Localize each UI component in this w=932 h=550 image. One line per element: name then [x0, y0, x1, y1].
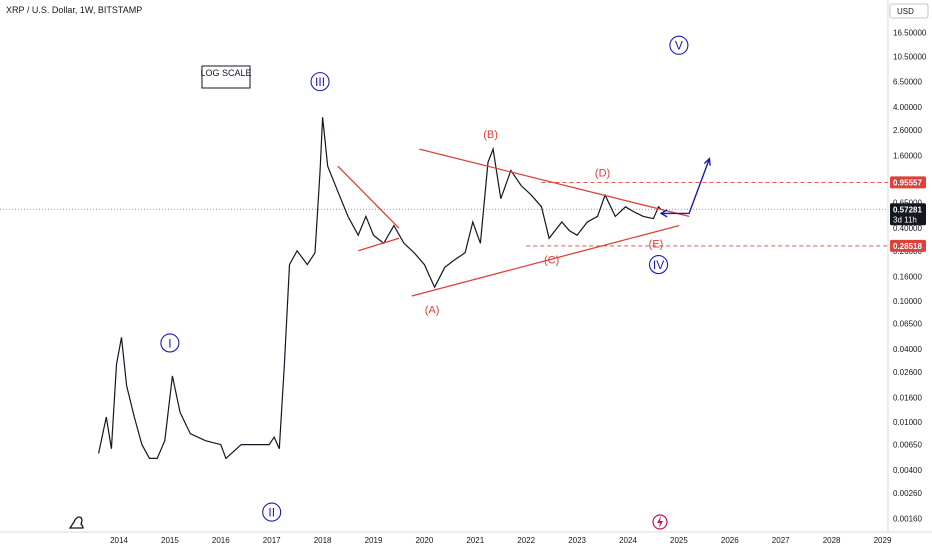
- price-axis-ticks: 0.00160 0.00260 0.00400 0.00650 0.01000 0.016…: [893, 29, 927, 524]
- x-tick-label: 2018: [314, 536, 332, 545]
- x-tick-label: 2019: [365, 536, 383, 545]
- y-tick-label: 1.60000: [893, 151, 922, 160]
- x-tick-label: 2016: [212, 536, 230, 545]
- horizontal-levels: [0, 181, 888, 247]
- y-tick-label: 0.02600: [893, 368, 922, 377]
- x-tick-label: 2014: [110, 536, 128, 545]
- projection-arrow: [659, 157, 711, 218]
- x-tick-label: 2024: [619, 536, 637, 545]
- wave-circle: [669, 35, 689, 55]
- level-price-tag: [890, 176, 926, 189]
- projection-arrowhead: [703, 157, 711, 166]
- level-price-tag-text: 0.95557: [893, 178, 922, 187]
- trend-line-triangle-upper[interactable]: [419, 148, 690, 218]
- y-tick-label: 0.04000: [893, 345, 922, 354]
- x-tick-label: 2028: [823, 536, 841, 545]
- y-tick-label: 6.50000: [893, 78, 922, 87]
- wave-label-minor: (C): [544, 255, 559, 267]
- y-tick-label: 0.06500: [893, 320, 922, 329]
- wave-label-minor: (D): [595, 168, 610, 180]
- y-tick-label: 0.00400: [893, 466, 922, 475]
- time-axis-ticks: 2014 2015 2016 2017 2018 2019 2020 2021 2022 2023…: [110, 536, 892, 545]
- x-tick-label: 2027: [772, 536, 790, 545]
- x-tick-label: 2029: [874, 536, 892, 545]
- x-tick-label: 2026: [721, 536, 739, 545]
- y-tick-label: 0.00160: [893, 514, 922, 523]
- wave-circle: [648, 255, 669, 275]
- y-tick-label: 0.40000: [893, 224, 922, 233]
- x-tick-label: 2023: [568, 536, 586, 545]
- level-price-tag-text: 0.28518: [893, 242, 922, 251]
- y-tick-label: 10.50000: [893, 52, 927, 61]
- chart-title: XRP / U.S. Dollar, 1W, BITSTAMP: [6, 5, 142, 15]
- wave-label-minor: (E): [649, 238, 664, 250]
- log-scale-box: [201, 65, 251, 89]
- y-tick-label: 0.01000: [893, 418, 922, 427]
- y-tick-label: 2.60000: [893, 126, 922, 135]
- wave-circle: [160, 333, 180, 353]
- wave-label-major: I: [168, 336, 171, 350]
- trend-line-small-triangle-upper[interactable]: [337, 165, 400, 229]
- trend-lines: [337, 148, 690, 297]
- y-tick-label: 4.00000: [893, 103, 922, 112]
- current-price-tag: [890, 203, 926, 226]
- wave-label-major: II: [268, 506, 275, 520]
- current-price-tag-text: 0.57281: [893, 205, 922, 214]
- wave-circle: [262, 502, 282, 522]
- wave-label-major: V: [675, 39, 683, 53]
- y-tick-label: 0.00260: [893, 489, 922, 498]
- wave-label-major: IV: [653, 258, 664, 272]
- y-tick-label: 0.10000: [893, 297, 922, 306]
- x-tick-label: 2020: [416, 536, 434, 545]
- x-tick-label: 2025: [670, 536, 688, 545]
- projection-arrowhead-start: [659, 209, 668, 218]
- wave-label-major: III: [315, 75, 325, 89]
- log-scale-label: LOG SCALE: [200, 68, 251, 78]
- projection-path[interactable]: [661, 158, 711, 215]
- price-series: [98, 117, 662, 460]
- wave-label-minor: (A): [425, 305, 440, 317]
- y-tick-label: 0.16000: [893, 272, 922, 281]
- countdown-tag-text: 3d 11h: [893, 215, 917, 224]
- wave-circle: [310, 72, 330, 92]
- y-tick-label: 16.50000: [893, 29, 927, 38]
- tradingview-logo-icon[interactable]: [68, 516, 84, 529]
- x-tick-label: 2022: [517, 536, 535, 545]
- y-tick-label: 0.65000: [893, 199, 922, 208]
- trend-line-small-triangle-lower[interactable]: [358, 237, 400, 252]
- y-tick-label: 0.00650: [893, 441, 922, 450]
- x-tick-label: 2015: [161, 536, 179, 545]
- level-price-tag: [890, 239, 926, 252]
- y-tick-label: 0.01600: [893, 393, 922, 402]
- wave-label-minor: (B): [483, 129, 498, 141]
- lightning-icon[interactable]: [652, 514, 668, 530]
- currency-badge[interactable]: [889, 3, 929, 19]
- currency-label: USD: [897, 7, 914, 16]
- x-tick-label: 2017: [263, 536, 281, 545]
- x-tick-label: 2021: [466, 536, 484, 545]
- price-axis[interactable]: [888, 0, 932, 532]
- trend-line-triangle-lower[interactable]: [411, 224, 680, 297]
